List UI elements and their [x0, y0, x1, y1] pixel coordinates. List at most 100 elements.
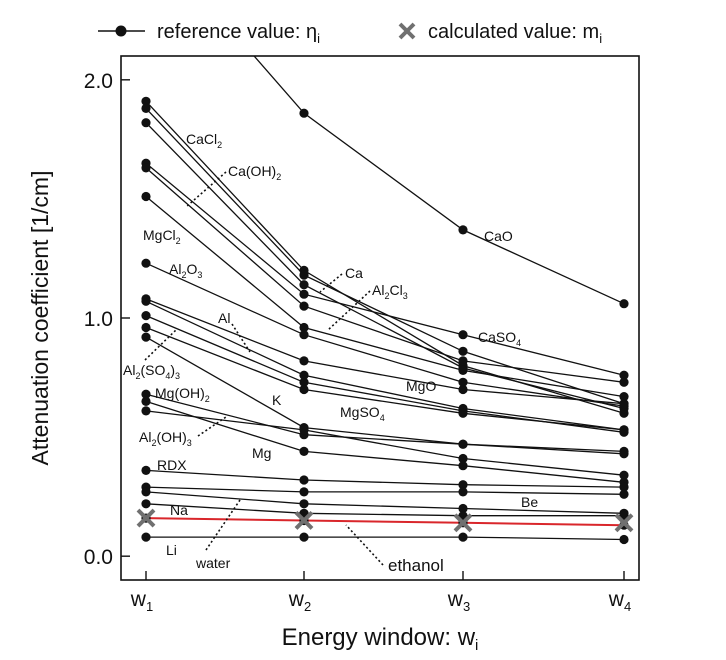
data-point-mgcl2 — [619, 392, 629, 402]
series-label-al2-so4-3: Al2(SO4)3 — [123, 362, 180, 381]
series-label-li: Li — [166, 542, 177, 558]
y-tick-label: 0.0 — [84, 546, 113, 569]
data-point-al2cl3 — [141, 163, 151, 173]
series-line-ethanol — [145, 517, 625, 527]
label-leader-al2-oh-3 — [197, 416, 227, 437]
data-point-water — [141, 499, 151, 509]
series-line-water — [145, 503, 624, 517]
series-label-ethanol: ethanol — [388, 556, 444, 575]
y-axis-title: Attenuation coefficient [1/cm] — [27, 171, 53, 466]
data-point-al — [141, 296, 151, 306]
calculated-marker — [136, 508, 156, 528]
y-tick-label: 1.0 — [84, 308, 113, 331]
series-line-mg — [145, 400, 625, 483]
series-label-mg: Mg — [252, 445, 271, 461]
series-label-al2-oh-3: Al2(OH)3 — [139, 429, 192, 448]
data-point-al — [299, 370, 309, 380]
data-point-mgo — [619, 399, 629, 409]
data-point-al2o3 — [299, 330, 309, 340]
data-point-li — [299, 532, 309, 542]
legend-reference-marker — [115, 25, 127, 37]
legend-calculated-label: calculated value: mi — [428, 21, 602, 46]
data-point-al2-oh-3 — [141, 406, 151, 416]
series-label-be: Be — [521, 494, 538, 510]
legend: reference value: ηi calculated value: mi — [98, 21, 602, 46]
series-label-mgso4: MgSO4 — [340, 404, 385, 423]
data-point-mg — [299, 446, 309, 456]
data-point-caso4 — [299, 289, 309, 299]
data-point-mgso4 — [619, 425, 629, 435]
data-point-mgcl2 — [299, 322, 309, 333]
calculated-layer — [136, 508, 634, 533]
data-point-caso4 — [458, 330, 468, 340]
data-point-be — [299, 487, 309, 497]
data-point-be — [458, 487, 468, 497]
legend-reference-label: reference value: ηi — [157, 21, 320, 46]
calculated-marker — [294, 511, 314, 530]
data-point-li — [619, 534, 629, 545]
data-point-al2cl3 — [619, 377, 629, 387]
x-tick-label: w2 — [288, 588, 311, 614]
series-label-na: Na — [170, 502, 188, 518]
series-label-al2o3: Al2O3 — [169, 261, 202, 280]
data-point-ca-oh-2 — [141, 118, 151, 128]
data-point-ca — [299, 270, 309, 280]
data-point-na — [458, 503, 468, 514]
series-line-ca — [145, 107, 625, 405]
series-line-mgo — [145, 298, 625, 405]
series-line-be — [145, 486, 625, 495]
label-leader-ca-oh-2 — [185, 171, 227, 208]
series-label-caso4: CaSO4 — [478, 329, 521, 348]
y-tick-label: 2.0 — [84, 70, 113, 93]
calculated-marker — [614, 513, 634, 533]
series-line-al2o3 — [145, 262, 625, 407]
label-leader-al — [231, 323, 251, 353]
data-point-rdx — [619, 482, 629, 492]
calculated-marker — [453, 513, 473, 533]
series-label-mgo: MgO — [406, 378, 436, 394]
series-line-al2-so4-3 — [145, 315, 625, 433]
data-point-caso4 — [619, 370, 629, 380]
data-point-mg-oh-2 — [458, 439, 468, 449]
data-point-rdx — [141, 465, 151, 475]
data-point-k — [141, 332, 151, 342]
series-label-rdx: RDX — [157, 457, 187, 473]
series-line-cacl2 — [145, 100, 625, 414]
label-leader-ca — [319, 273, 343, 293]
data-point-mg-oh-2 — [141, 389, 151, 399]
x-axis: w1 w2 w3 w4 — [130, 571, 631, 614]
data-point-mgo — [299, 356, 309, 366]
series-line-caso4 — [145, 162, 625, 376]
data-point-al2-oh-3 — [299, 425, 309, 435]
data-point-be — [619, 489, 629, 499]
y-axis: 0.0 1.0 2.0 — [84, 70, 130, 569]
data-point-ca — [458, 346, 468, 356]
data-point-al2o3 — [458, 377, 468, 387]
series-label-water: water — [195, 555, 231, 571]
data-point-mgo — [458, 384, 468, 395]
data-point-na — [299, 499, 309, 509]
data-point-al2-oh-3 — [458, 453, 468, 464]
data-point-al2o3 — [141, 258, 151, 268]
data-point-al2-so4-3 — [141, 311, 151, 321]
label-leader-al2cl3 — [327, 290, 371, 331]
data-point-mgso4 — [458, 408, 468, 418]
data-point-mg-oh-2 — [619, 449, 629, 459]
series-label-al: Al — [218, 310, 230, 326]
x-tick-label: w3 — [447, 588, 470, 614]
series-line-al — [145, 300, 625, 431]
series-line-li — [146, 536, 625, 541]
data-point-mg — [141, 396, 151, 406]
series-line-al2cl3 — [145, 167, 625, 383]
data-point-cao — [619, 299, 629, 309]
data-point-mg — [458, 461, 468, 471]
label-leader-water — [205, 499, 241, 551]
series-layer — [141, 56, 629, 545]
series-label-mg-oh-2: Mg(OH)2 — [155, 385, 210, 404]
data-point-mgcl2 — [458, 365, 468, 375]
series-line-ca-oh-2 — [145, 122, 625, 410]
legend-calculated-marker — [398, 22, 416, 40]
series-label-cacl2: CaCl2 — [186, 131, 222, 150]
series-label-mgcl2: MgCl2 — [143, 227, 181, 246]
